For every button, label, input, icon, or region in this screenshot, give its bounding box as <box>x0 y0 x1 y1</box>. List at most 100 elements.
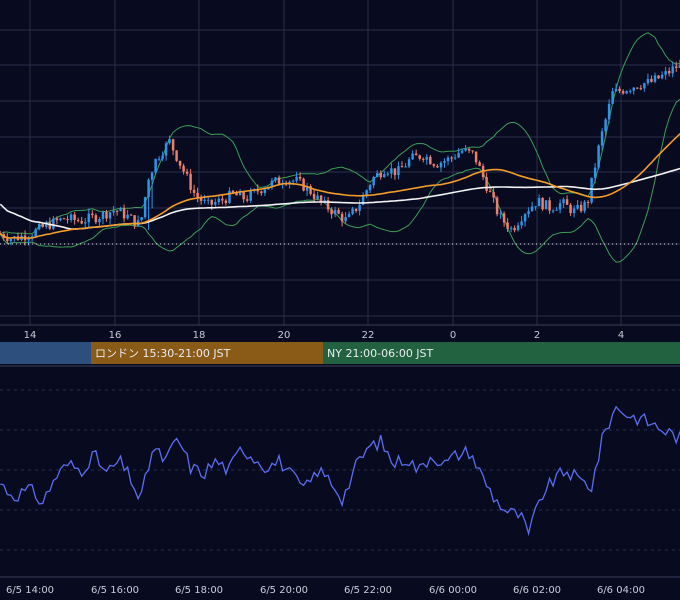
candle-body <box>425 156 429 160</box>
candle <box>245 195 249 203</box>
candle <box>168 135 171 145</box>
candle-body <box>347 213 351 218</box>
candle-body <box>506 222 509 229</box>
candle <box>474 151 478 165</box>
candle <box>189 168 192 194</box>
candle <box>326 197 330 213</box>
candle <box>425 153 429 165</box>
candle-body <box>189 173 192 190</box>
candle-body <box>675 66 678 68</box>
candle <box>351 206 354 216</box>
candle <box>464 144 467 152</box>
candle-body <box>600 131 604 146</box>
candle-body <box>126 214 129 219</box>
candle <box>429 154 432 165</box>
candle <box>530 201 534 212</box>
candle-body <box>414 153 418 156</box>
candle-body <box>375 172 379 178</box>
candle-body <box>76 220 80 222</box>
session-block <box>91 342 323 364</box>
candle <box>112 206 115 216</box>
candle <box>478 160 481 167</box>
candle <box>513 225 516 233</box>
candle-body <box>140 217 143 221</box>
candle-body <box>217 198 221 203</box>
session-block <box>323 342 680 364</box>
candle <box>217 194 221 205</box>
candle-body <box>129 214 133 216</box>
ma-fast-line <box>0 132 680 239</box>
candle-body <box>270 180 274 187</box>
candle-body <box>632 87 635 91</box>
candle <box>436 164 439 168</box>
candle-body <box>178 160 182 166</box>
candle-body <box>562 199 565 204</box>
candle <box>632 87 635 95</box>
hour-tick-label: 0 <box>450 330 456 341</box>
candle-body <box>548 200 551 211</box>
candlesticks <box>0 59 680 246</box>
candle <box>55 216 59 225</box>
candle-body <box>305 186 309 191</box>
candle <box>576 199 579 210</box>
candle-body <box>436 166 439 168</box>
candle <box>446 155 450 166</box>
candle <box>150 171 154 209</box>
candle <box>62 217 66 220</box>
candle <box>196 187 199 203</box>
candle <box>119 206 122 212</box>
candle <box>548 197 551 214</box>
candle <box>432 163 436 168</box>
candle <box>551 209 555 214</box>
candle-body <box>558 203 562 210</box>
candle-body <box>161 155 164 159</box>
candle <box>305 182 309 196</box>
candle-body <box>55 218 59 221</box>
candle <box>404 163 407 168</box>
candle <box>411 150 414 161</box>
candle <box>344 211 347 224</box>
candle-body <box>150 172 154 180</box>
candle <box>650 75 653 83</box>
candle <box>653 72 657 84</box>
candle <box>597 144 600 170</box>
candle-body <box>527 211 530 215</box>
candle <box>192 184 196 197</box>
session-asia <box>0 342 91 364</box>
candle <box>66 215 69 224</box>
candle <box>143 196 147 220</box>
candle <box>495 195 499 217</box>
sub-time-axis: 6/5 14:00 6/5 16:00 6/5 18:00 6/5 20:00 6/5 … <box>6 585 645 596</box>
candle <box>309 184 312 196</box>
candle <box>6 233 9 245</box>
candle-body <box>48 222 52 229</box>
candle <box>101 210 105 225</box>
candle-body <box>471 150 474 152</box>
candle-body <box>639 88 643 90</box>
candle-body <box>154 158 157 173</box>
candle <box>312 188 316 203</box>
candle-body <box>330 209 333 215</box>
candle <box>80 216 83 225</box>
candle-body <box>312 193 316 199</box>
candle-body <box>439 162 443 168</box>
candle-body <box>87 213 91 223</box>
date-tick-label: 6/5 14:00 <box>6 585 54 596</box>
candle-body <box>133 215 136 226</box>
candle-body <box>122 208 126 219</box>
sub-grid <box>0 389 680 551</box>
candle-body <box>404 166 407 168</box>
candle <box>126 209 129 220</box>
candle-body <box>337 209 340 214</box>
candle <box>182 163 185 175</box>
candle <box>94 213 98 225</box>
candle-body <box>607 103 611 120</box>
candle-body <box>523 214 527 222</box>
session-london: ロンドン 15:30-21:00 JST <box>91 342 323 364</box>
candle-body <box>646 78 650 84</box>
candle-body <box>453 157 457 159</box>
candle-body <box>231 190 235 193</box>
candle-body <box>386 173 390 175</box>
candle <box>516 222 520 232</box>
